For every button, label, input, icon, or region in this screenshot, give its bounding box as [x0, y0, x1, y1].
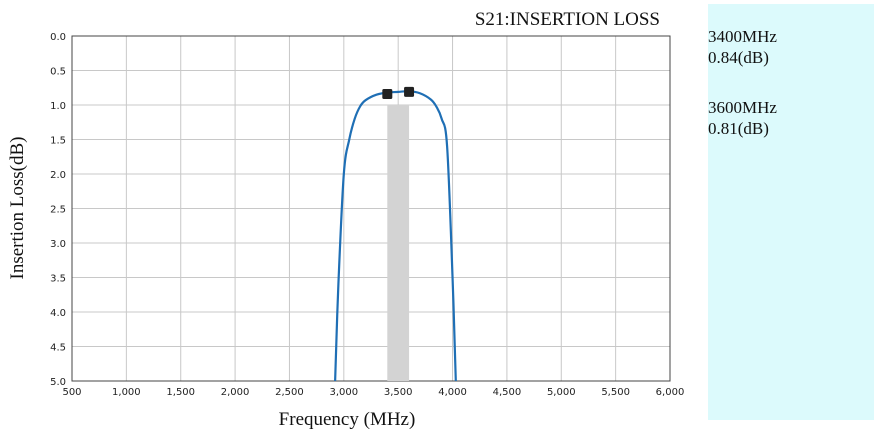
y-tick-label: 4.0	[50, 308, 66, 319]
passband-highlight	[387, 105, 410, 381]
marker-readout-2: 3600MHz 0.81(dB)	[708, 97, 777, 139]
x-tick-label: 5,500	[601, 387, 630, 398]
y-tick-label: 5.0	[50, 377, 66, 388]
x-tick-label: 2,500	[275, 387, 304, 398]
marker-2-value: 0.81(dB)	[708, 119, 769, 138]
x-tick-label: 6,000	[656, 387, 685, 398]
chart-title: S21:INSERTION LOSS	[475, 9, 660, 30]
axis-ticks: 500 1,000 1,500 2,000 2,500 3,000 3,500 4,000 4,…	[50, 32, 684, 398]
x-tick-label: 1,000	[112, 387, 141, 398]
x-tick-label: 3,000	[329, 387, 358, 398]
x-tick-label: 2,000	[221, 387, 250, 398]
marker-2-frequency: 3600MHz	[708, 98, 777, 117]
frequency-markers	[382, 86, 415, 99]
x-tick-label: 4,000	[438, 387, 467, 398]
y-tick-label: 4.5	[50, 343, 66, 354]
y-tick-label: 3.0	[50, 239, 66, 250]
x-axis-title: Frequency (MHz)	[279, 409, 416, 430]
y-tick-label: 2.5	[50, 205, 66, 216]
marker-readout-panel: 3400MHz 0.84(dB) 3600MHz 0.81(dB)	[708, 4, 874, 420]
y-tick-label: 1.5	[50, 136, 66, 147]
x-tick-label: 3,500	[384, 387, 413, 398]
marker-1-frequency: 3400MHz	[708, 27, 777, 46]
marker-readout-1: 3400MHz 0.84(dB)	[708, 26, 777, 68]
x-tick-label: 4,500	[493, 387, 522, 398]
y-tick-label: 0.0	[50, 32, 66, 43]
x-tick-label: 1,500	[166, 387, 195, 398]
insertion-loss-series	[334, 90, 457, 382]
passband-rect	[387, 105, 410, 381]
marker-point-2	[404, 86, 415, 97]
marker-point-1	[382, 88, 393, 99]
chart-grid	[71, 35, 671, 382]
y-tick-label: 3.5	[50, 274, 66, 285]
marker-1-value: 0.84(dB)	[708, 48, 769, 67]
plot-frame	[71, 35, 671, 382]
y-tick-label: 0.5	[50, 67, 66, 78]
y-tick-label: 1.0	[50, 101, 66, 112]
y-axis-title: Insertion Loss(dB)	[7, 136, 28, 279]
series-line	[334, 90, 457, 382]
y-tick-label: 2.0	[50, 170, 66, 181]
x-tick-label: 500	[62, 387, 81, 398]
x-tick-label: 5,000	[547, 387, 576, 398]
